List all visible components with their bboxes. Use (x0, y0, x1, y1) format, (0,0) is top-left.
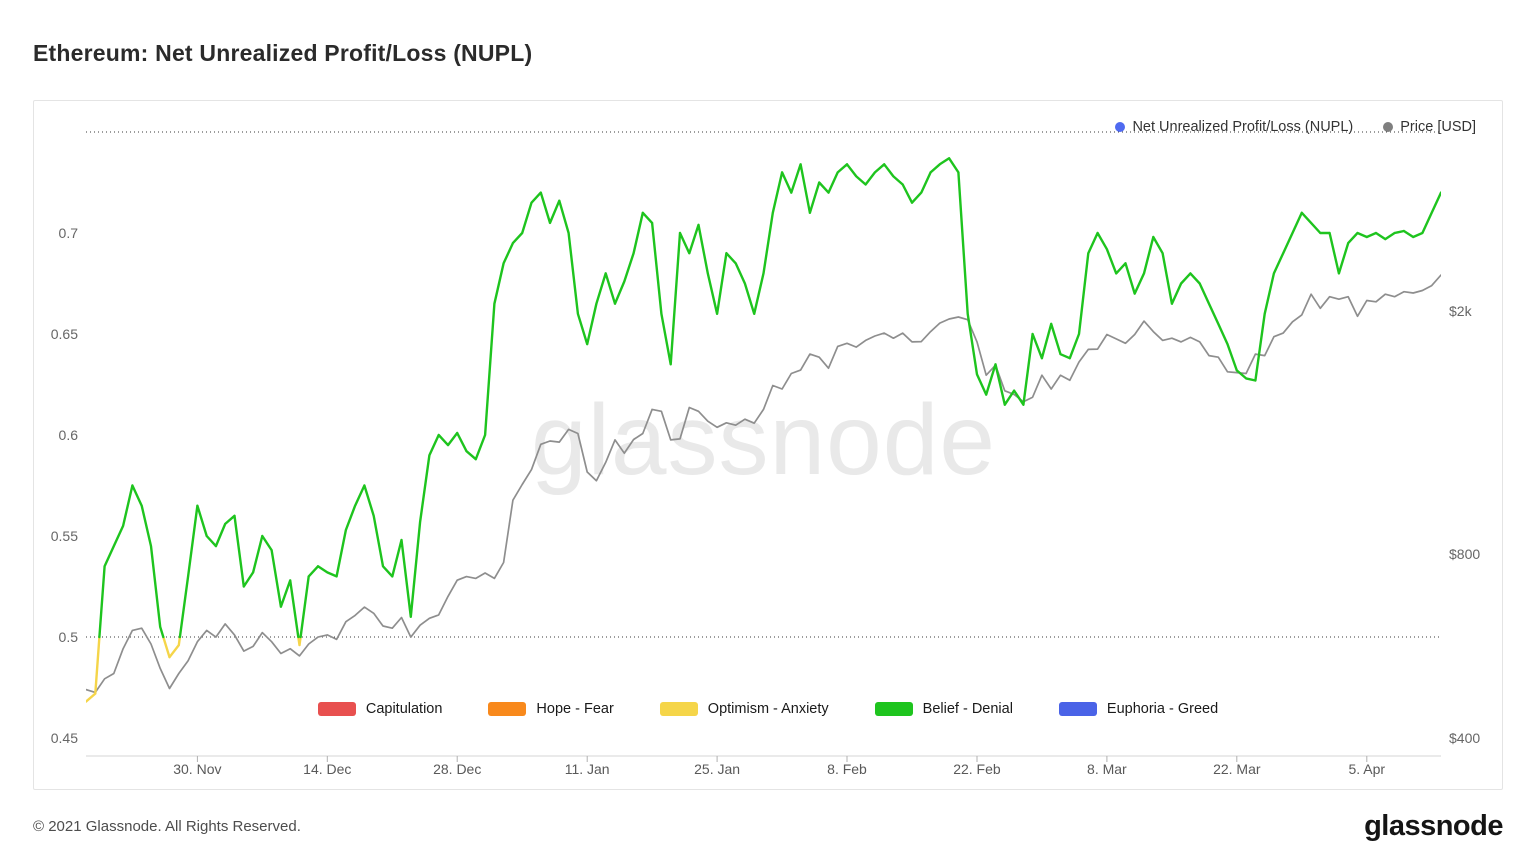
x-axis-label: 22. Mar (1213, 761, 1261, 777)
zone-label-euphoria-greed: Euphoria - Greed (1106, 701, 1219, 717)
x-axis-label: 25. Jan (694, 761, 741, 777)
y-axis-left-label: 0.5 (58, 629, 78, 645)
x-axis-label: 5. Apr (1348, 761, 1386, 777)
nupl-price-chart[interactable] (86, 119, 1441, 764)
zone-legend-item-optimism-anxiety: Optimism - Anxiety (659, 701, 829, 717)
zone-swatch-optimism-anxiety (659, 702, 698, 716)
x-axis-label: 14. Dec (303, 761, 352, 777)
legend-item-nupl[interactable]: Net Unrealized Profit/Loss (NUPL) (1115, 119, 1353, 135)
zone-legend-item-capitulation: Capitulation (317, 701, 443, 717)
zone-label-hope-fear: Hope - Fear (536, 701, 614, 717)
copyright-text: © 2021 Glassnode. All Rights Reserved. (33, 818, 301, 835)
zone-swatch-euphoria-greed (1058, 702, 1097, 716)
nupl-series-dot (1115, 122, 1126, 132)
y-axis-left-label: 0.65 (50, 326, 78, 342)
zone-label-capitulation: Capitulation (365, 701, 443, 717)
chart-card: Net Unrealized Profit/Loss (NUPL) Price … (33, 100, 1503, 790)
zone-swatch-belief-denial (874, 702, 913, 716)
x-axis-label: 30. Nov (173, 761, 222, 777)
nupl-line-optimism-anxiety (86, 635, 302, 703)
zone-legend-item-belief-denial: Belief - Denial (874, 701, 1013, 717)
y-axis-left-label: 0.45 (50, 730, 78, 746)
zone-label-optimism-anxiety: Optimism - Anxiety (707, 701, 829, 717)
y-axis-left-label: 0.7 (58, 225, 78, 241)
footer: © 2021 Glassnode. All Rights Reserved. g… (33, 810, 1503, 843)
zone-swatch-capitulation (317, 702, 356, 716)
price-series-label: Price [USD] (1400, 119, 1476, 135)
glassnode-watermark: glassnode (531, 384, 996, 496)
nupl-line-belief-denial (98, 157, 1441, 639)
glassnode-logo: glassnode (1364, 810, 1503, 842)
legend-item-price[interactable]: Price [USD] (1383, 119, 1476, 135)
y-axis-right-label: $2k (1449, 302, 1472, 319)
y-axis-left-label: 0.55 (50, 528, 78, 544)
zone-swatch-hope-fear (488, 702, 527, 716)
zone-legend-item-euphoria-greed: Euphoria - Greed (1058, 701, 1219, 717)
chart-series-legend: Net Unrealized Profit/Loss (NUPL) Price … (1115, 119, 1476, 135)
zone-legend-item-hope-fear: Hope - Fear (488, 701, 614, 717)
y-axis-left-label: 0.6 (58, 427, 78, 443)
x-axis-label: 22. Feb (953, 761, 1001, 777)
y-axis-right-label: $800 (1449, 546, 1481, 563)
price-series-dot (1383, 122, 1394, 132)
page-title: Ethereum: Net Unrealized Profit/Loss (NU… (33, 40, 533, 66)
x-axis-label: 28. Dec (433, 761, 482, 777)
zone-legend: Capitulation Hope - Fear Optimism - Anxiet… (34, 701, 1502, 717)
x-axis-label: 8. Mar (1087, 761, 1127, 777)
x-axis-label: 8. Feb (827, 761, 867, 777)
y-axis-right-label: $400 (1449, 730, 1481, 746)
x-axis-label: 11. Jan (564, 761, 610, 777)
price-line (86, 274, 1441, 694)
zone-label-belief-denial: Belief - Denial (922, 701, 1013, 717)
nupl-series-label: Net Unrealized Profit/Loss (NUPL) (1132, 119, 1354, 135)
